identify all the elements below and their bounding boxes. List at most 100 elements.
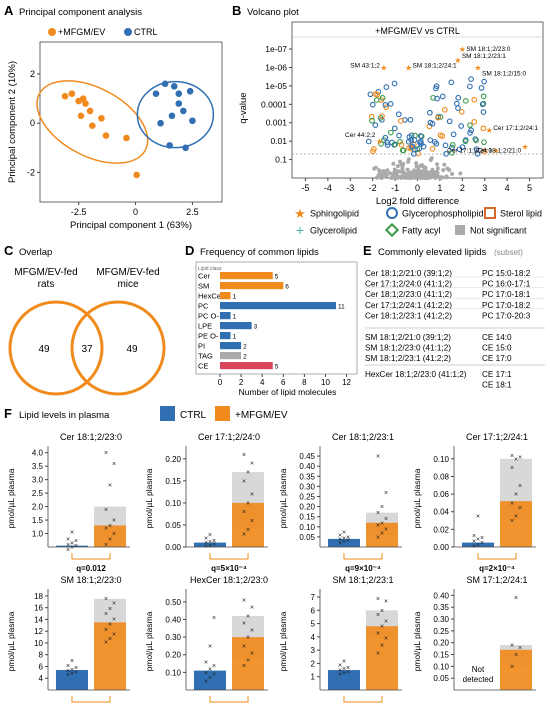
volcano-point-sig [449,144,455,151]
data-point-mfgm: × [510,664,514,671]
elevated-lipid-right: PC 17:0-18:2 [482,301,531,310]
panel-e-subtitle: (subset) [494,248,523,257]
data-point-ctrl: × [74,538,78,545]
data-point-ctrl: × [74,669,78,676]
significance-bracket [71,696,111,703]
volcano-point-sig [429,120,436,127]
plot-ytick-label: 0.20 [165,455,181,464]
glycerophospholipid-icon [386,207,398,219]
volcano-point-ns [374,175,379,180]
volcano-plot: +MFGM/EV vs CTRL -5 -4 -3 -2 -1 0 1 2 3 4 5 1e-07 1e-… [238,21,544,207]
significance-bracket [343,553,383,560]
pca-point [175,100,183,107]
volcano-point-ns [372,166,377,171]
pca-point [152,90,160,97]
data-point-mfgm: × [510,465,514,472]
plot-ytick-label: 0.40 [165,615,181,624]
data-point-ctrl: × [204,679,208,686]
data-point-mfgm: × [510,643,514,650]
data-point-mfgm: × [380,608,384,615]
freq-bar [220,292,231,300]
volcano-point-label: SM 18:1;2/24:1 [413,62,457,69]
volcano-point-sig [420,143,427,150]
pca-point [157,119,164,127]
freq-legend-title: Lipid class [198,266,222,272]
plot-ytick-label: 0.15 [299,513,315,522]
plot-ytick-label: 6 [39,662,44,671]
elevated-lipid-left: Cer 17:1;2/24:1 (41:2;2) [365,301,452,310]
plot-ytick-label: 0.00 [433,543,449,552]
volcano-point-sig [387,129,394,136]
elevated-lipid-right: CE 18:1 [482,381,512,390]
plot-ytick-label: 0.40 [433,591,449,600]
freq-bar [220,312,231,320]
volcano-point-sig [369,101,376,108]
pca-xlabel: Principal component 1 (63%) [70,220,192,231]
data-point-mfgm: × [376,522,380,529]
volcano-point-ns [391,161,396,166]
freq-xlabel: Number of lipid molecules [239,387,337,397]
volcano-ytick-label: 1e-07 [265,44,287,54]
freq-bar [220,362,273,370]
plot-ytick-label: 0.20 [433,639,449,648]
not-detected-line: detected [463,675,494,684]
data-point-ctrl: × [66,536,70,543]
volcano-ytick-label: 0.1 [275,155,287,165]
plot-ytick-label: 5 [311,620,316,629]
pca-ellipse-ctrl [136,80,215,149]
data-point-mfgm: × [514,652,518,659]
freq-category-label: CE [198,362,208,371]
pca-ylabel: Principal component 2 (10%) [7,61,18,183]
volcano-xtick-label: -2 [369,183,377,193]
volcano-point-sig [468,76,474,82]
elevated-lipid-left: Cer 18:1;2/23:0 (41:1;2) [365,290,452,299]
volcano-point-ns [430,167,435,172]
plot-ytick-label: 0.10 [299,523,315,532]
data-point-ctrl: × [208,643,212,650]
volcano-point-label: SM 18:1;2/15:0 [482,70,526,77]
data-point-ctrl: × [70,658,74,665]
volcano-point-sig [387,101,394,107]
plot-ytick-label: 0.25 [433,627,449,636]
freq-category-label: Cer [198,272,211,281]
pca-point [82,100,89,107]
pca-plot: -2.5 0 2.5 -2 0 2 Principal component 1 (63%) P… [7,41,223,231]
volcano-point-ns [387,171,392,176]
plot-ytick-label: 0.25 [299,492,315,501]
plot-ytick-label: 0.35 [433,603,449,612]
venn-label-line: rats [38,279,55,290]
significance-bracket [477,553,517,560]
legend-ctrl-marker [124,28,132,36]
volcano-point-sig [443,150,449,157]
volcano-point-ns [395,175,400,180]
pca-point [98,115,105,122]
plot-ytick-label: 0.30 [165,633,181,642]
volcano-point-sig [384,142,391,148]
volcano-point-label: SM 18:1;2/23:1 [462,53,506,60]
plot-ylabel: pmol/µL plasma [278,611,288,671]
plot-ytick-label: 2 [311,659,316,668]
volcano-point-sig [480,125,487,132]
plot-ytick-label: 0.20 [165,651,181,660]
volcano-point-sig [407,116,414,123]
pca-frame [39,41,223,203]
volcano-point-label: SM 18:1;2/23:0 [466,46,510,53]
volcano-point-ns [458,171,463,176]
volcano-point-sig [396,132,402,139]
data-point-mfgm: × [104,627,108,634]
volcano-star: ★ [521,143,528,152]
volcano-xtick-label: -4 [324,183,332,193]
volcano-point-sig [458,108,465,115]
data-point-mfgm: × [108,523,112,530]
elevated-lipid-left: Cer 17:1;2/24:0 (41:1;2) [365,280,452,289]
freq-xtick-label: 6 [281,378,286,387]
q-value-label: q=0.012 [76,564,106,573]
volcano-xtick-label: 0 [415,183,420,193]
volcano-point-sig [453,100,460,107]
volcano-point-ns [425,170,430,175]
data-point-ctrl: × [208,539,212,546]
volcano-point-sig [478,85,485,91]
volcano-point-sig [473,137,479,144]
volcano-point-ns [435,162,440,167]
plot-ytick-label: 0.10 [165,668,181,677]
